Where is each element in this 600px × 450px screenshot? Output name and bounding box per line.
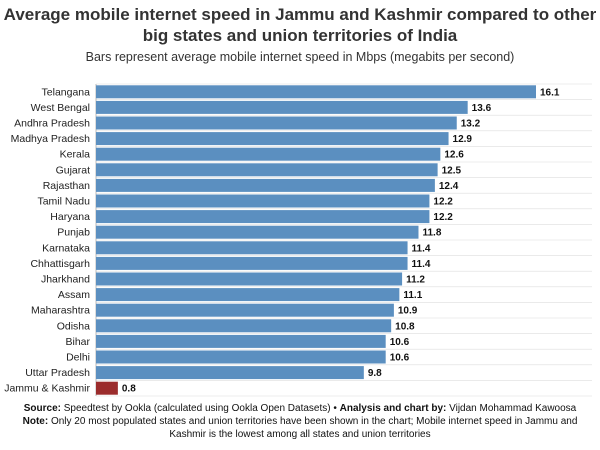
category-label: Punjab — [57, 227, 90, 239]
bar — [96, 319, 392, 333]
chart-title: Average mobile internet speed in Jammu a… — [3, 5, 597, 45]
category-label: Uttar Pradesh — [25, 367, 90, 379]
analysis-text: Vijdan Mohammad Kawoosa — [449, 403, 577, 414]
bar — [96, 147, 441, 161]
category-label: Haryana — [50, 211, 90, 223]
value-label: 13.6 — [472, 103, 492, 114]
value-label: 12.9 — [453, 134, 473, 145]
bar — [96, 350, 386, 364]
category-label: Gujarat — [56, 164, 91, 176]
category-label: Andhra Pradesh — [14, 118, 90, 130]
value-label: 10.6 — [390, 353, 410, 364]
bar — [96, 116, 457, 130]
category-label: Karnataka — [42, 242, 90, 254]
value-label: 12.2 — [433, 197, 453, 208]
category-label: Madhya Pradesh — [11, 133, 91, 145]
value-label: 12.2 — [433, 212, 453, 223]
value-label: 10.6 — [390, 337, 410, 348]
value-label: 11.2 — [406, 275, 425, 286]
bar — [96, 303, 394, 317]
bar — [96, 256, 408, 270]
chart-subtitle: Bars represent average mobile internet s… — [85, 50, 515, 64]
bar — [96, 85, 536, 99]
analysis-label: Analysis and chart by: — [339, 403, 447, 414]
source-text: Speedtest by Ookla (calculated using Ook… — [63, 403, 340, 414]
value-label: 0.8 — [122, 384, 136, 395]
value-label: 10.9 — [398, 306, 418, 317]
source-label: Source: — [23, 403, 61, 414]
category-label: Kerala — [60, 149, 91, 161]
note-text: Only 20 most populated states and union … — [50, 416, 578, 440]
bar — [96, 241, 408, 255]
category-label: Rajasthan — [43, 180, 90, 192]
bar-highlight — [96, 381, 118, 395]
bar — [96, 163, 438, 177]
value-label: 11.8 — [422, 228, 441, 239]
bar — [96, 288, 400, 302]
category-label: Odisha — [57, 320, 90, 332]
value-label: 11.4 — [412, 243, 431, 254]
category-label: Chhattisgarh — [30, 258, 90, 270]
bar — [96, 225, 419, 239]
category-label: Maharashtra — [31, 305, 90, 317]
value-label: 11.1 — [403, 290, 422, 301]
bar — [96, 178, 435, 192]
category-label: Delhi — [66, 352, 90, 364]
category-label: Tamil Nadu — [37, 196, 90, 208]
bar — [96, 210, 430, 224]
value-label: 9.8 — [368, 368, 382, 379]
value-label: 12.6 — [444, 150, 464, 161]
value-label: 12.5 — [442, 165, 462, 176]
category-label: Jammu & Kashmir — [4, 383, 90, 395]
category-label: West Bengal — [31, 102, 90, 114]
note-label: Note: — [22, 416, 49, 427]
category-label: Jharkhand — [41, 274, 90, 286]
chart-footer: Source: Speedtest by Ookla (calculated u… — [14, 402, 586, 441]
bar — [96, 100, 468, 114]
value-label: 13.2 — [461, 119, 481, 130]
bar — [96, 272, 403, 286]
category-label: Bihar — [65, 336, 90, 348]
category-label: Telangana — [42, 86, 91, 98]
bar — [96, 366, 364, 380]
bar — [96, 132, 449, 146]
value-label: 12.4 — [439, 181, 459, 192]
bar — [96, 334, 386, 348]
bar — [96, 194, 430, 208]
category-label: Assam — [58, 289, 90, 301]
value-label: 10.8 — [395, 321, 415, 332]
value-label: 11.4 — [412, 259, 431, 270]
value-label: 16.1 — [540, 87, 560, 98]
bar-chart: Telangana 16.1 West Bengal 13.6 Andhra Prade… — [4, 83, 592, 397]
